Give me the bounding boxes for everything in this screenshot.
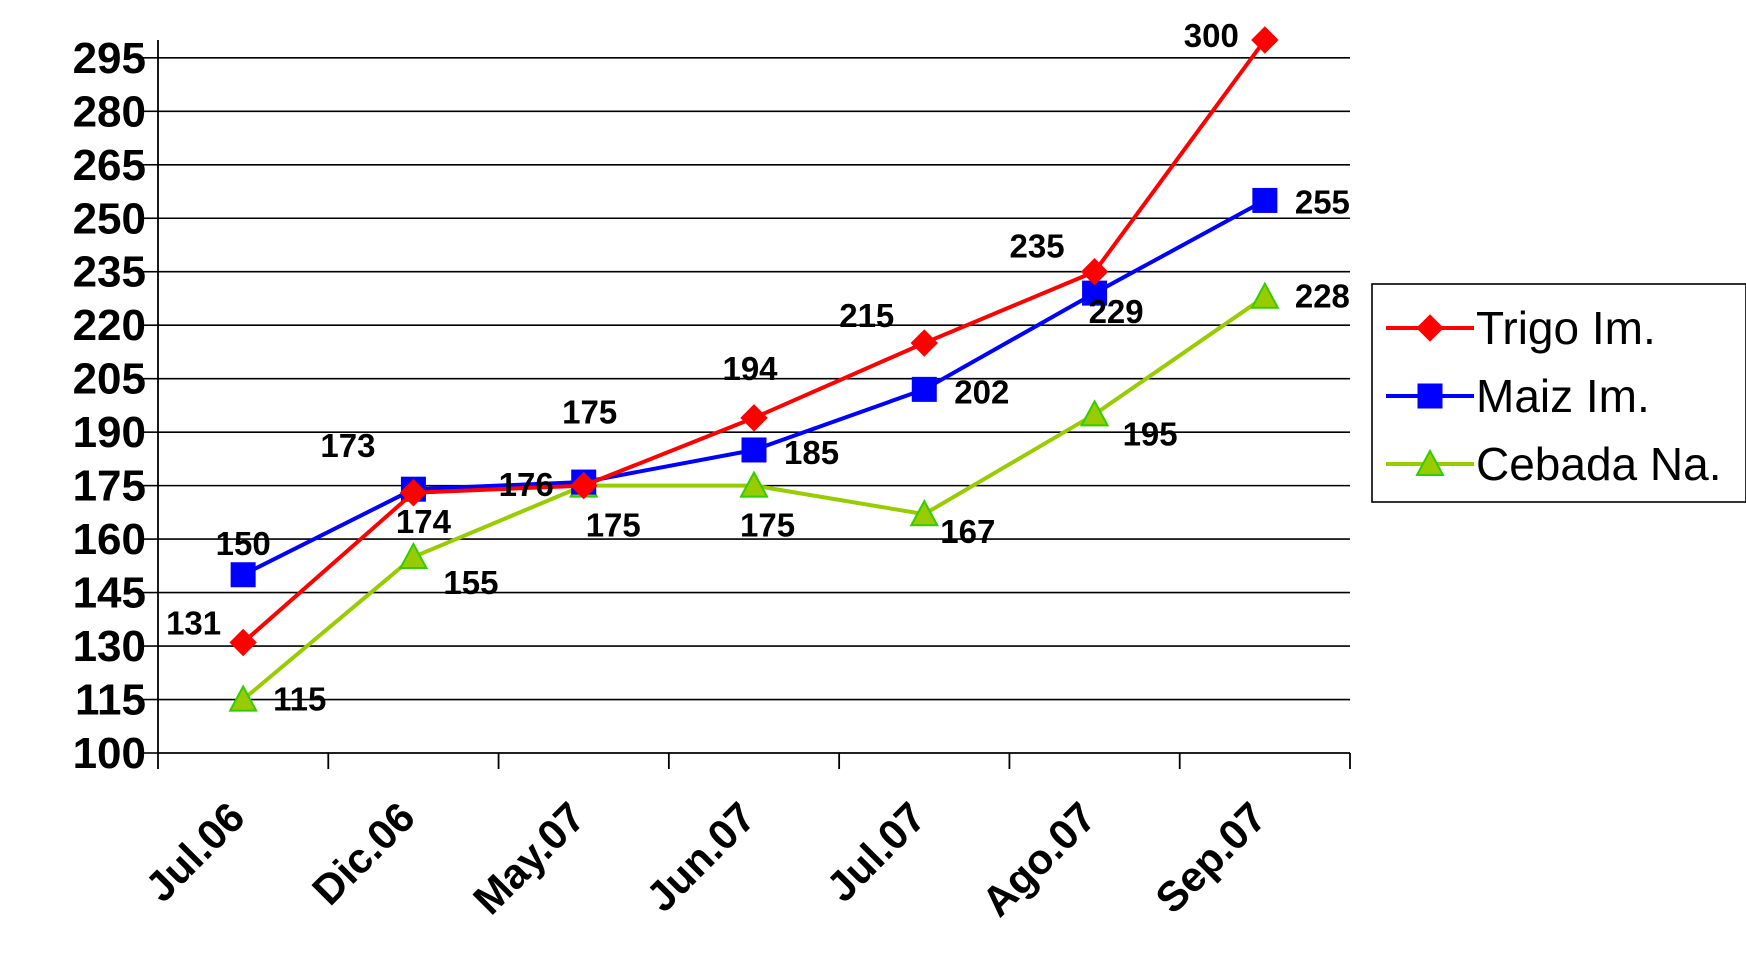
- data-labels: 131 173 175 194 215 235 300 150 174 176 185 202 229 2…: [166, 17, 1350, 718]
- x-axis-ticks: Jul.06 Dic.06 May.07 Jun.07 Jul.07 Ago.07 Sep.…: [136, 793, 1275, 925]
- x-tick-label: Dic.06: [303, 793, 424, 914]
- y-tick-label: 265: [73, 141, 146, 190]
- data-label: 176: [499, 466, 554, 503]
- data-label: 195: [1123, 415, 1178, 452]
- data-point: [1082, 280, 1108, 306]
- data-label: 255: [1295, 183, 1350, 220]
- legend-marker: [1415, 448, 1445, 477]
- axes: [157, 40, 1351, 769]
- data-point: [909, 499, 939, 527]
- data-point: [230, 562, 256, 588]
- x-tick-label: May.07: [464, 793, 594, 923]
- y-tick-label: 190: [73, 408, 146, 457]
- data-point: [910, 329, 938, 357]
- legend-marker: [1417, 383, 1443, 409]
- x-tick-label: Jul.06: [136, 793, 253, 910]
- y-tick-label: 220: [73, 301, 146, 350]
- data-label: 173: [320, 427, 375, 464]
- data-point: [739, 470, 769, 498]
- y-tick-label: 130: [73, 622, 146, 671]
- y-tick-label: 175: [73, 462, 146, 511]
- legend-item: Trigo Im.: [1386, 302, 1656, 354]
- data-point: [398, 541, 429, 569]
- legend-label: Trigo Im.: [1476, 302, 1656, 354]
- data-point: [1080, 258, 1109, 286]
- data-label: 174: [396, 503, 452, 540]
- data-label: 215: [839, 297, 894, 334]
- x-tick-label: Sep.07: [1146, 793, 1275, 922]
- data-point: [1250, 281, 1280, 309]
- legend-label: Cebada Na.: [1476, 438, 1722, 490]
- data-label: 229: [1089, 293, 1144, 330]
- y-tick-label: 100: [73, 729, 146, 778]
- data-point: [229, 628, 257, 657]
- x-tick-label: Jun.07: [637, 793, 764, 920]
- series-cebada-na: [228, 281, 1280, 712]
- series-line: [241, 38, 1267, 644]
- x-tick-label: Ago.07: [973, 793, 1105, 925]
- data-label: 150: [216, 525, 271, 562]
- data-label: 194: [722, 350, 778, 387]
- data-label: 235: [1010, 228, 1065, 265]
- y-tick-label: 295: [73, 34, 146, 83]
- series-trigo-im: [229, 26, 1279, 657]
- data-point: [570, 471, 598, 500]
- data-point: [741, 437, 767, 463]
- data-label: 202: [954, 373, 1009, 410]
- x-tick-label: Jul.07: [817, 793, 934, 910]
- data-point: [1251, 26, 1279, 54]
- legend-label: Maiz Im.: [1476, 370, 1650, 422]
- y-tick-label: 160: [73, 515, 146, 564]
- y-tick-label: 205: [73, 355, 146, 404]
- y-tick-label: 145: [73, 569, 146, 618]
- y-tick-label: 235: [73, 248, 146, 297]
- data-label: 167: [940, 513, 995, 550]
- legend-marker: [1416, 314, 1444, 342]
- series-group: [228, 26, 1280, 712]
- data-point: [1079, 399, 1110, 427]
- data-label: 175: [740, 507, 795, 544]
- data-label: 175: [586, 507, 641, 544]
- legend: Trigo Im. Maiz Im. Cebada Na.: [1371, 283, 1746, 503]
- legend-item: Cebada Na.: [1386, 438, 1722, 490]
- y-tick-label: 280: [73, 87, 146, 136]
- legend-item: Maiz Im.: [1386, 370, 1650, 422]
- data-label: 185: [784, 434, 839, 471]
- data-point: [1252, 187, 1278, 213]
- data-label: 115: [273, 681, 326, 718]
- y-tick-label: 250: [73, 194, 146, 243]
- data-point: [228, 684, 258, 712]
- data-point: [399, 479, 428, 507]
- data-label: 175: [562, 394, 617, 431]
- data-point: [740, 404, 768, 432]
- data-label: 300: [1184, 17, 1239, 54]
- data-label: 131: [166, 604, 221, 641]
- data-point: [911, 376, 937, 402]
- y-tick-label: 115: [75, 676, 146, 725]
- data-label: 155: [443, 564, 498, 601]
- data-label: 228: [1295, 278, 1350, 315]
